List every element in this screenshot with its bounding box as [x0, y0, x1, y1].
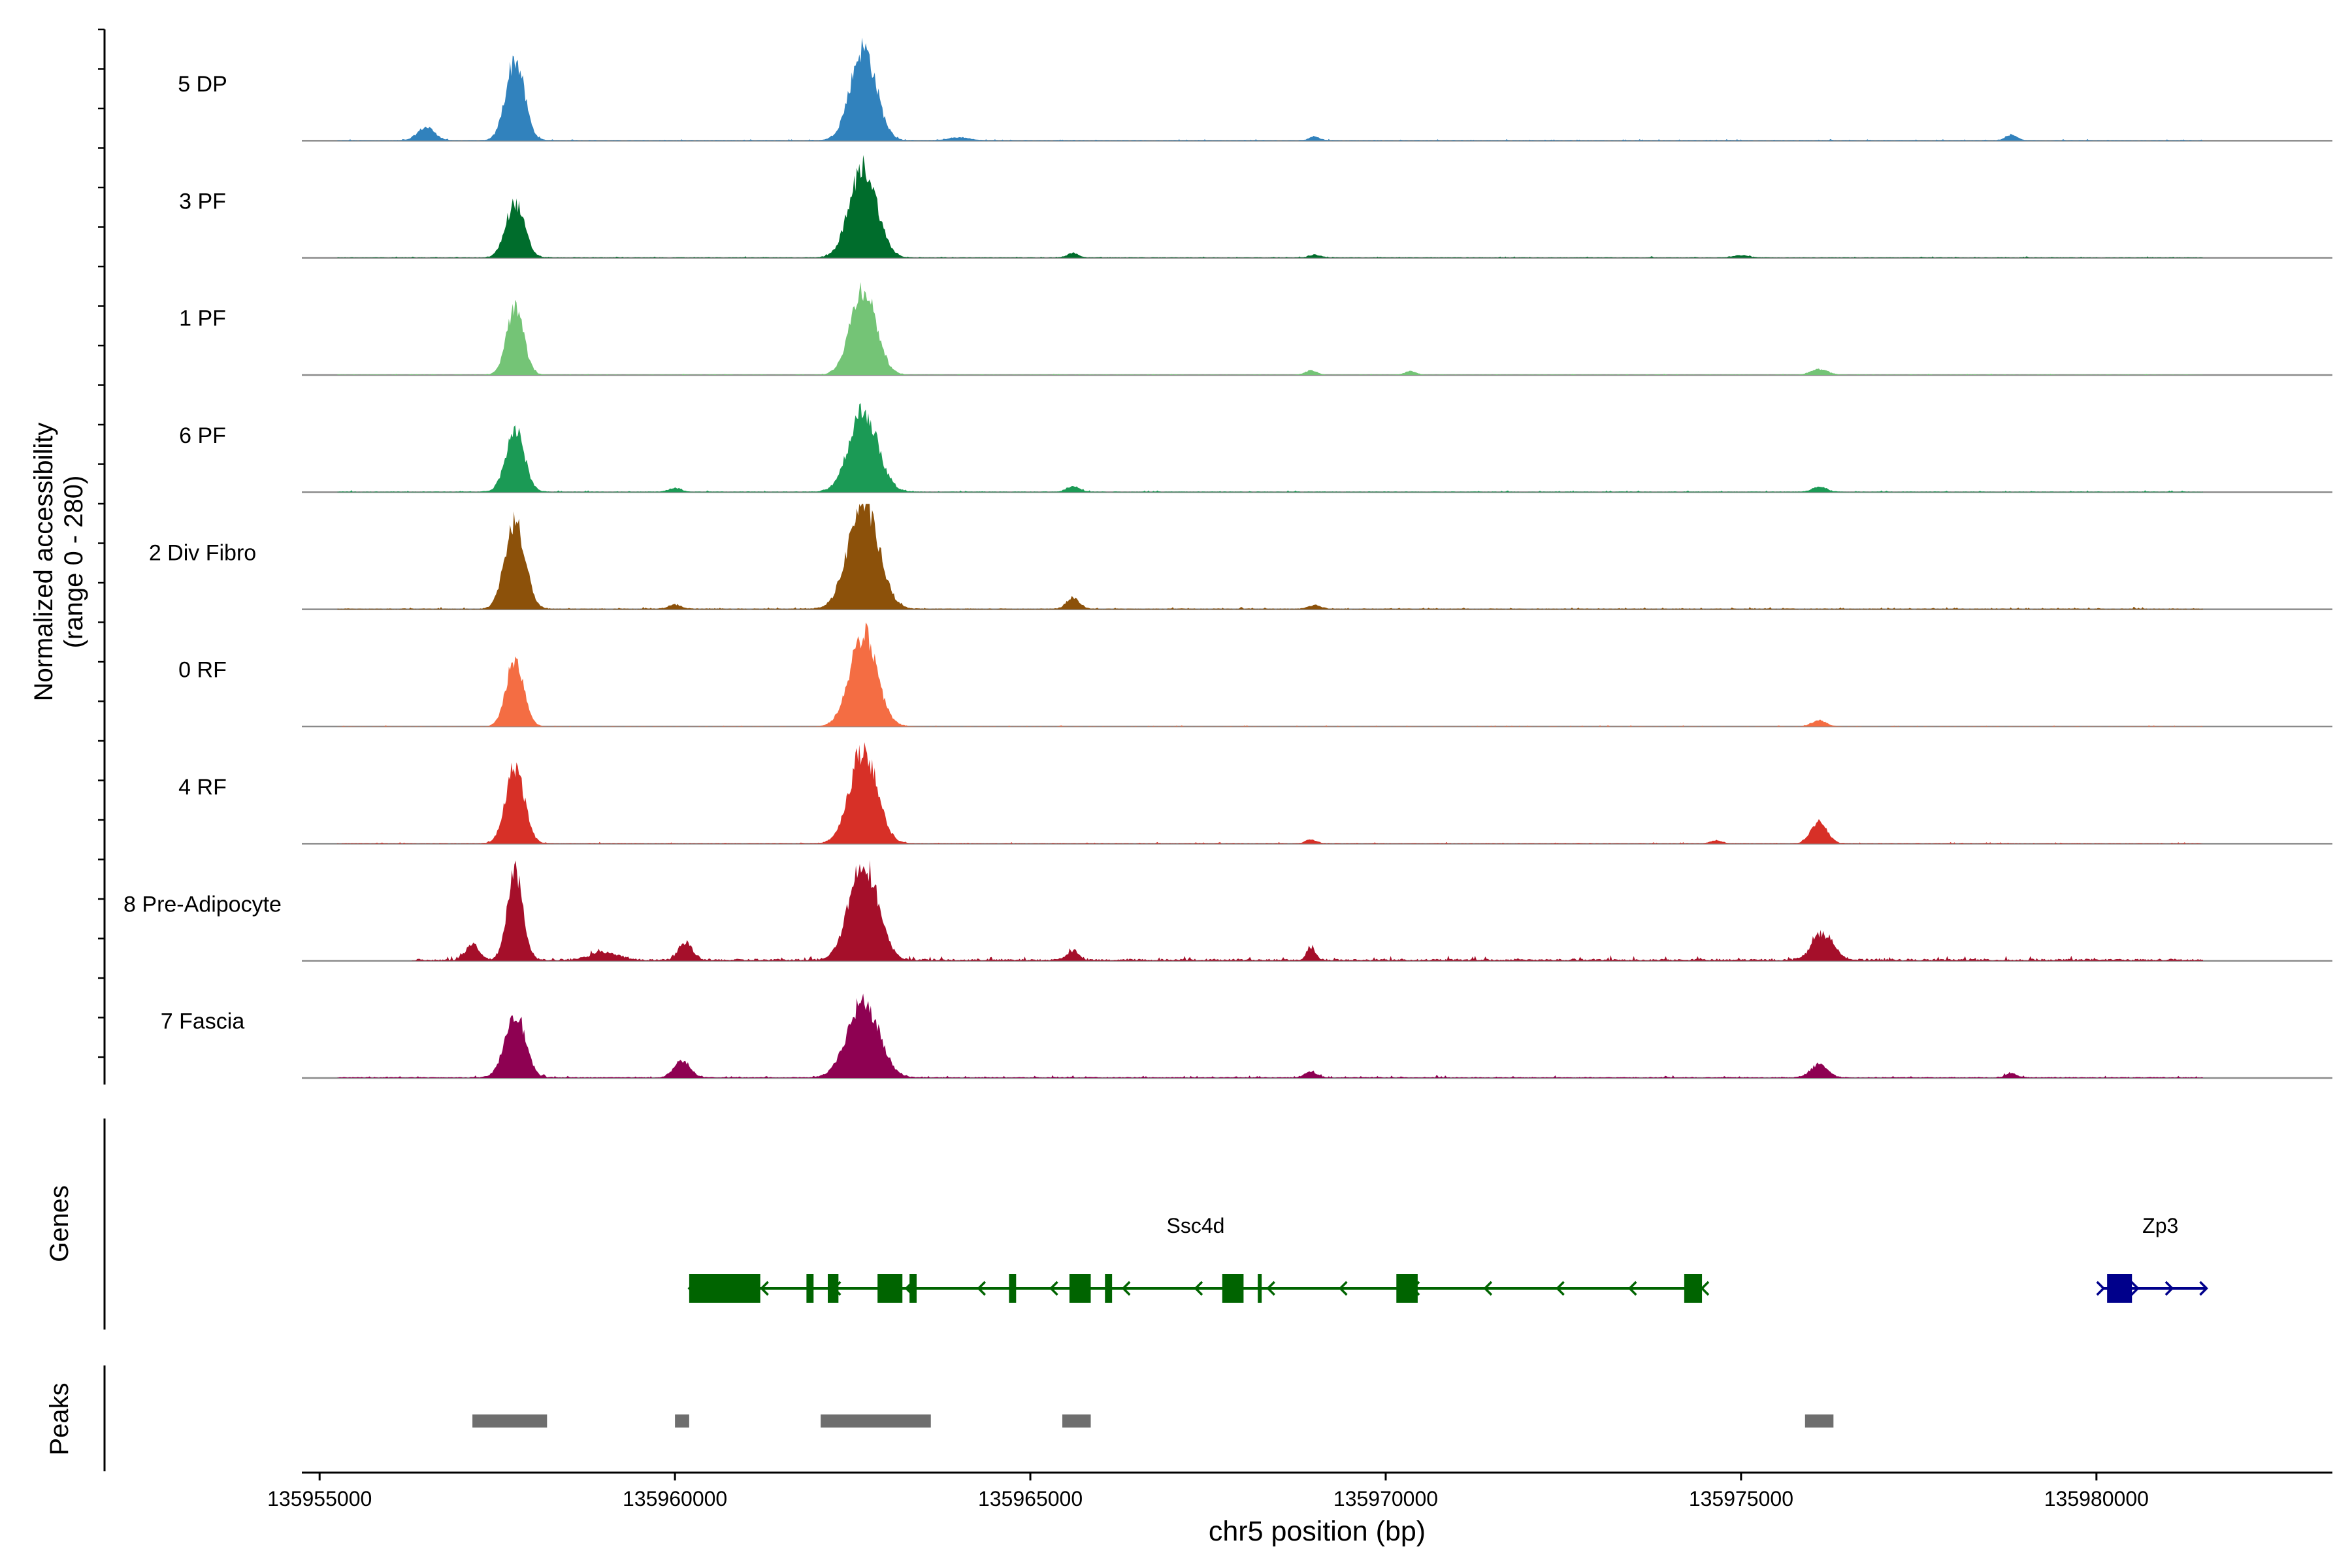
strand-arrow [1338, 1281, 1348, 1296]
x-tick-label: 135975000 [1689, 1487, 1793, 1511]
peaks-track [472, 1414, 1834, 1428]
coverage-area [337, 282, 2204, 375]
coverage-track: 4 RF [178, 742, 2332, 845]
peak-region [472, 1414, 547, 1428]
coverage-area [337, 622, 2204, 727]
gene-exon [877, 1274, 903, 1303]
strand-arrow [1627, 1281, 1637, 1296]
gene-model: Zp3 [2096, 1214, 2208, 1303]
gene-exon [1009, 1274, 1017, 1303]
coverage-track: 1 PF [179, 282, 2332, 376]
gene-exon [689, 1274, 760, 1303]
x-tick-label: 135980000 [2044, 1487, 2149, 1511]
coverage-tracks: 5 DP 3 PF 1 PF 6 PF 2 Div Fibro 0 RF 4 RF 8 Pre… [123, 37, 2332, 1079]
coverage-track: 6 PF [179, 403, 2332, 493]
strand-arrow [1483, 1281, 1493, 1296]
gene-exon [1396, 1274, 1418, 1303]
x-tick-label: 135960000 [623, 1487, 727, 1511]
track-label: 3 PF [179, 189, 226, 214]
x-tick-label: 135970000 [1333, 1487, 1438, 1511]
coverage-area [337, 403, 2204, 493]
peak-region [1805, 1414, 1834, 1428]
track-label: 4 RF [178, 775, 227, 800]
peak-region [821, 1414, 931, 1428]
gene-exon [1069, 1274, 1091, 1303]
track-label: 0 RF [178, 658, 227, 683]
strand-arrow [1121, 1281, 1131, 1296]
gene-exon [909, 1274, 917, 1303]
coverage-area [337, 993, 2204, 1078]
coverage-area [337, 37, 2204, 141]
coverage-track: 8 Pre-Adipocyte [123, 860, 2332, 962]
gene-label: Zp3 [2142, 1214, 2178, 1237]
gene-model: Ssc4d [687, 1214, 1710, 1303]
peak-region [675, 1414, 689, 1428]
strand-arrow [977, 1281, 987, 1296]
peaks-track-label: Peaks [45, 1382, 74, 1455]
genes-track: Ssc4d Zp3 [687, 1214, 2208, 1303]
gene-exon [806, 1274, 814, 1303]
coverage-track: 2 Div Fibro [149, 504, 2332, 610]
gene-exon [1105, 1274, 1113, 1303]
track-label: 1 PF [179, 306, 226, 331]
track-label: 2 Div Fibro [149, 540, 256, 565]
x-tick-label: 135965000 [978, 1487, 1083, 1511]
strand-arrow [1266, 1281, 1275, 1296]
gene-exon [828, 1274, 839, 1303]
gene-label: Ssc4d [1167, 1214, 1225, 1237]
x-axis-ticks: 135955000 135960000 135965000 135970000 1359… [267, 1473, 2149, 1511]
strand-arrow [1194, 1281, 1203, 1296]
strand-arrow [2199, 1281, 2208, 1296]
track-label: 6 PF [179, 423, 226, 448]
coverage-track: 7 Fascia [161, 993, 2332, 1079]
coverage-y-ticks [98, 28, 105, 1058]
gene-exon [1684, 1274, 1703, 1303]
strand-arrow [1049, 1281, 1058, 1296]
coverage-area [412, 860, 2203, 961]
coverage-area [337, 155, 2204, 258]
track-label: 5 DP [178, 72, 227, 97]
x-axis-label: chr5 position (bp) [1209, 1516, 1426, 1547]
strand-arrow [2131, 1281, 2140, 1296]
genes-track-label: Genes [45, 1185, 74, 1262]
track-label: 8 Pre-Adipocyte [123, 892, 282, 917]
strand-arrow [760, 1281, 769, 1296]
coverage-area [337, 504, 2204, 610]
peak-region [1062, 1414, 1091, 1428]
coverage-track: 5 DP [178, 37, 2332, 142]
coverage-area [337, 742, 2204, 844]
strand-arrow [2096, 1281, 2106, 1296]
strand-arrow [1700, 1281, 1710, 1296]
strand-arrow [2164, 1281, 2174, 1296]
coverage-track: 0 RF [178, 622, 2332, 728]
gene-exon [2107, 1274, 2132, 1303]
track-label: 7 Fascia [161, 1009, 245, 1034]
x-tick-label: 135955000 [267, 1487, 372, 1511]
gene-exon [1258, 1274, 1262, 1303]
strand-arrow [1556, 1281, 1565, 1296]
gene-exon [1222, 1274, 1244, 1303]
y-axis-label-line2: (range 0 - 280) [59, 476, 88, 649]
coverage-track: 3 PF [179, 155, 2332, 259]
y-axis-label-line1: Normalized accessibility [29, 423, 58, 702]
